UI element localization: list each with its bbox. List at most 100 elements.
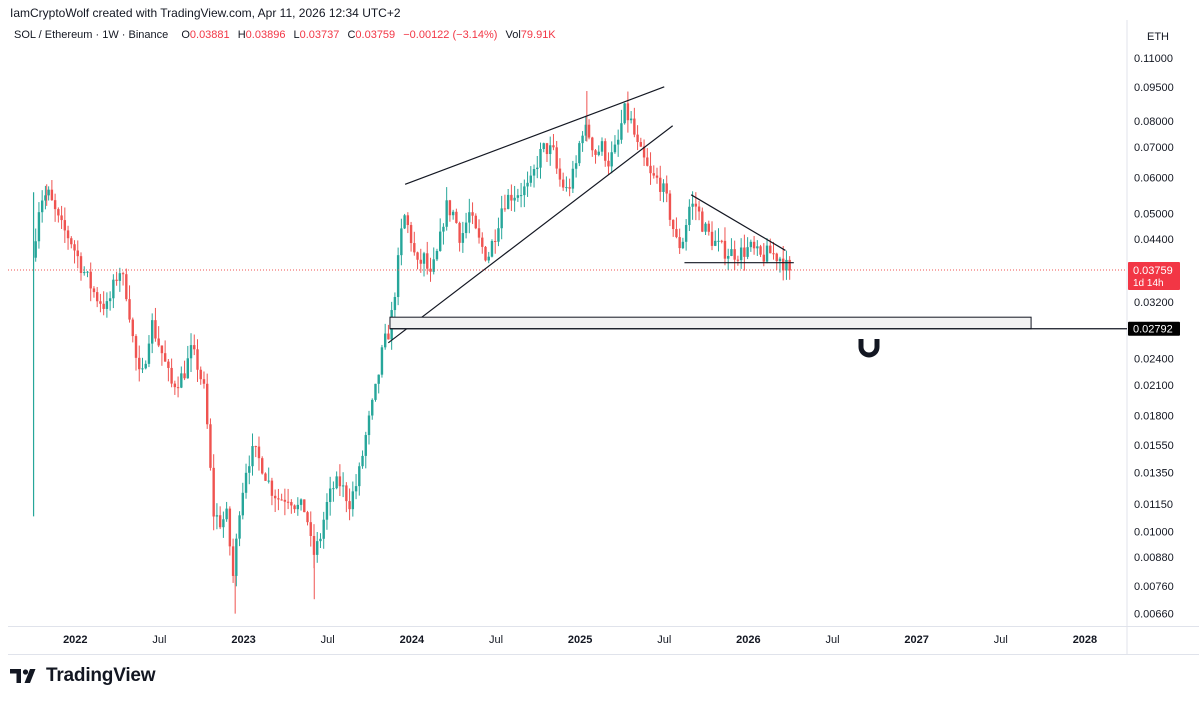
candle-body	[95, 292, 99, 302]
candle-body	[380, 347, 384, 375]
candle-body	[150, 320, 154, 344]
candle-body	[523, 186, 526, 196]
candle-body	[555, 147, 558, 169]
candle-body	[154, 320, 157, 339]
candle-body	[228, 508, 232, 547]
candle-body	[361, 455, 364, 467]
currency-label: ETH	[1147, 31, 1169, 43]
candle-body	[759, 246, 762, 255]
candle-body	[290, 502, 293, 506]
chart-credit: IamCryptoWolf created with TradingView.c…	[10, 6, 401, 20]
candle-body	[186, 358, 189, 379]
candle-body	[665, 183, 668, 194]
price-tick-label: 0.01000	[1134, 527, 1174, 539]
candle-body	[529, 175, 533, 183]
candle-body	[710, 231, 714, 246]
candle-body	[215, 515, 219, 517]
candle-body	[125, 274, 128, 300]
candle-body	[86, 271, 89, 273]
candle-body	[782, 258, 785, 271]
candle-body	[730, 249, 733, 256]
candle-body	[241, 492, 245, 516]
candle-body	[438, 231, 442, 251]
volume-label: Vol	[505, 29, 521, 41]
candle-body	[277, 498, 280, 500]
candle-body	[723, 240, 727, 259]
candle-body	[568, 187, 571, 189]
candle-body	[574, 163, 578, 169]
support-price-badge	[1128, 321, 1180, 336]
candle-body	[639, 142, 643, 147]
candle-body	[303, 499, 306, 513]
candle-body	[578, 143, 581, 164]
candle-body	[594, 150, 597, 155]
candle-body	[92, 288, 96, 293]
candle-body	[144, 363, 147, 369]
candle-body	[497, 228, 500, 242]
candle-body	[40, 200, 44, 213]
candle-body	[642, 146, 646, 158]
candle-body	[743, 247, 746, 257]
candle-body	[468, 212, 471, 223]
volume-value: 79.91K	[520, 29, 556, 41]
candle-body	[626, 103, 630, 121]
candle-body	[296, 504, 300, 510]
candle-body	[736, 259, 740, 261]
candle-body	[309, 522, 312, 536]
candle-body	[364, 435, 367, 456]
candle-body	[34, 241, 37, 258]
last-price-badge	[1128, 261, 1180, 290]
candle-body	[286, 501, 290, 503]
candle-body	[691, 203, 694, 207]
magnet-icon[interactable]	[858, 339, 880, 358]
candle-body	[351, 491, 355, 510]
candle-body	[445, 200, 448, 227]
candle-body	[173, 383, 177, 388]
candle-body	[53, 200, 57, 210]
candle-body	[409, 225, 413, 244]
price-tick-label: 0.00660	[1134, 609, 1174, 621]
price-tick-label: 0.02100	[1134, 380, 1174, 392]
last-price-value: 0.03759	[1133, 265, 1173, 277]
time-tick-label: 2027	[904, 634, 928, 646]
candle-body	[494, 240, 497, 242]
candle-body	[60, 215, 63, 221]
candle-body	[73, 244, 76, 251]
candle-body	[500, 208, 503, 229]
candle-body	[659, 177, 662, 192]
time-tick-label: Jul	[994, 634, 1008, 646]
candle-body	[707, 223, 710, 232]
candle-body	[668, 193, 672, 220]
candle-body	[688, 206, 691, 226]
candle-body	[633, 118, 636, 135]
candle-body	[413, 243, 416, 253]
candle-body	[325, 501, 329, 520]
low-label: L	[293, 29, 300, 41]
candle-body	[383, 333, 387, 348]
candle-body	[629, 118, 633, 121]
candle-body	[231, 546, 235, 576]
candle-body	[180, 373, 183, 388]
candle-body	[487, 256, 490, 261]
candle-body	[270, 480, 274, 496]
candle-body	[785, 259, 788, 271]
candle-body	[176, 387, 180, 389]
price-tick-label: 0.08000	[1134, 116, 1174, 128]
candle-body	[403, 215, 406, 229]
candle-body	[775, 253, 778, 262]
symbol-name[interactable]: SOL / Ethereum · 1W · Binance	[14, 29, 169, 41]
candle-body	[280, 499, 283, 501]
price-tick-label: 0.03200	[1134, 297, 1174, 309]
price-tick-label: 0.01150	[1134, 499, 1173, 511]
candle-body	[652, 173, 655, 176]
candle-body	[765, 245, 769, 262]
time-tick-label: 2024	[400, 634, 425, 646]
candle-body	[238, 515, 241, 539]
candle-body	[778, 258, 782, 262]
time-tick-label: 2022	[63, 634, 87, 646]
tradingview-logo[interactable]: TradingView	[10, 665, 156, 687]
candle-body	[581, 135, 584, 144]
candle-body	[694, 203, 698, 207]
candle-body	[345, 485, 348, 502]
